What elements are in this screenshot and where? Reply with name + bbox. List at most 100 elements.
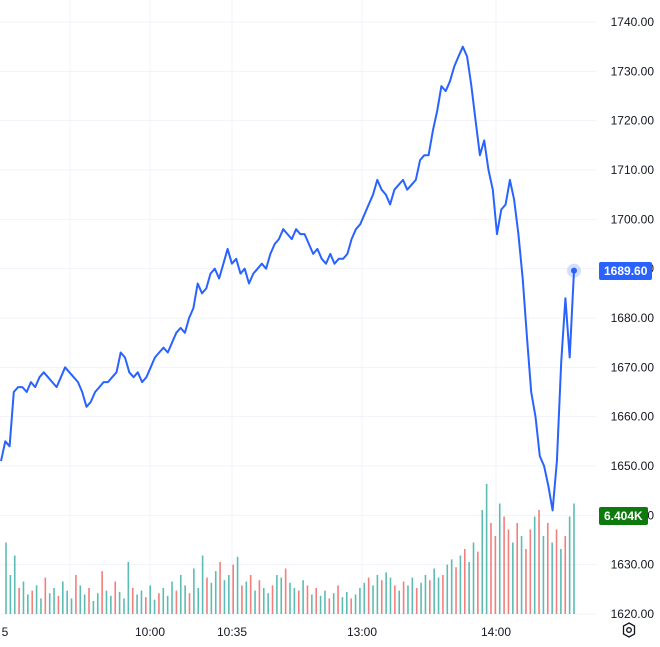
volume-bar [433,568,435,614]
volume-bar [171,581,173,614]
volume-bar [79,585,82,614]
volume-bar [442,575,444,614]
volume-bar [53,588,55,614]
price-tick-label: 1630.00 [611,558,655,572]
price-axis[interactable]: 1740.001730.001720.001710.001700.001690.… [611,15,655,621]
time-tick-label: 10:00 [135,625,165,639]
volume-bar [127,562,130,614]
volume-bar [27,594,29,614]
volume-bar [512,542,514,614]
volume-bar [337,585,339,614]
volume-bar [429,580,431,614]
volume-bar [228,575,230,614]
volume-bar [564,536,567,614]
volume-bar [249,575,252,614]
volume-bar [158,593,160,614]
volume-bar [118,591,121,614]
volume-bar [214,571,217,614]
volume-bar [44,577,47,614]
volume-bar [149,585,151,614]
volume-bar [276,575,278,614]
time-tick-label: 5 [2,625,9,639]
volume-bar [223,580,226,614]
volume-bar [179,575,182,614]
volume-bar [494,536,497,614]
volume-bar [193,568,195,614]
volume-bar [18,588,20,614]
volume-bar [459,555,462,614]
volume-bar [306,585,309,614]
volume-bar [354,594,357,614]
volume-bar [210,582,213,614]
volume-bar [136,594,138,614]
volume-bar [166,595,169,614]
volume-bar [332,593,335,614]
volume-bar [560,549,562,614]
volume-bar [197,588,200,614]
volume-bar [463,549,466,614]
volume-bar [57,595,60,614]
volume-bar [83,594,86,614]
price-tick-label: 1700.00 [611,212,655,226]
time-tick-label: 10:35 [217,625,247,639]
volume-bar [62,581,64,614]
volume-bar [254,590,256,614]
volume-bar [319,595,322,614]
volume-bar [402,581,405,614]
volume-bar [258,580,261,614]
time-axis[interactable]: 5 10:00 10:35 13:00 14:00 [2,625,512,639]
volume-bar [40,598,42,614]
volume-bar [420,582,422,614]
volume-bar [503,516,505,614]
price-tick-label: 1620.00 [611,607,655,621]
time-tick-label: 14:00 [481,625,511,639]
volume-bar [75,575,77,614]
volume-bar [96,593,99,614]
volume-bar [507,529,510,614]
volume-bar [546,523,549,614]
volume-bar [101,571,103,614]
volume-bar [236,556,239,614]
last-volume-label: 6.404K [599,507,648,525]
volume-bar [188,593,191,614]
grid [0,0,596,615]
volume-bar [446,564,449,614]
volume-bar [70,598,73,614]
volume-bar [359,588,361,614]
volume-bar [372,585,374,614]
volume-bar [315,588,318,614]
volume-bar [341,597,344,614]
volume-bar [385,572,387,614]
volume-bar [219,562,221,614]
volume-bar [424,575,427,614]
volume-bar [573,503,575,614]
volume-bar [376,575,379,614]
price-line [0,45,575,512]
volume-bar [153,599,156,614]
volume-bar [35,585,38,614]
volume-bar [22,581,25,614]
volume-bar [271,585,274,614]
volume-bar [302,580,304,614]
last-price-label: 1689.60 [599,261,653,280]
time-tick-label: 13:00 [347,625,377,639]
volume-bar [555,529,558,614]
volume-bar [175,590,178,614]
volume-bar [289,582,291,614]
volume-bar [346,591,348,614]
volume-bar [472,542,475,614]
volume-bar [394,585,396,614]
volume-bar [311,594,313,614]
volume-bar [520,536,523,614]
volume-bar [48,593,51,614]
volume-bar [201,555,204,614]
volume-bar [437,577,440,614]
price-tick-label: 1720.00 [611,114,655,128]
settings-gear-icon[interactable] [620,621,638,639]
volume-bar [162,588,165,614]
volume-bar [5,542,7,614]
volume-bar [262,588,265,614]
volume-bar [31,590,34,614]
